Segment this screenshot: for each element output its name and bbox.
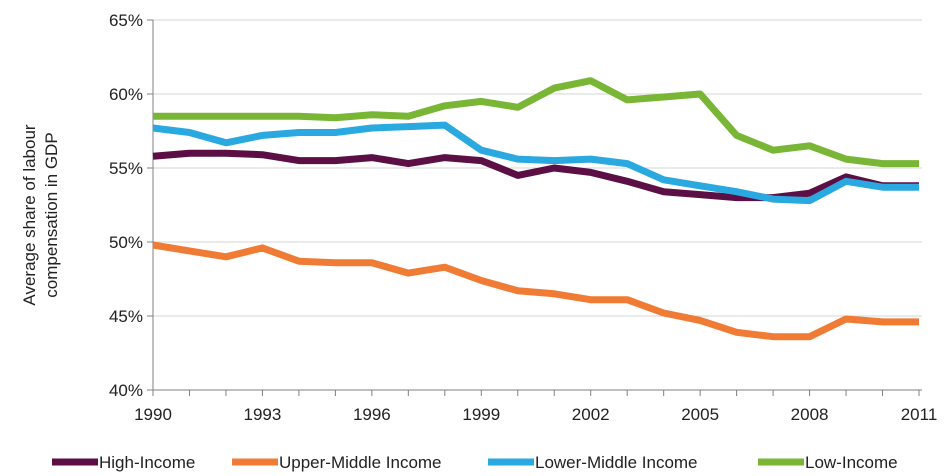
x-tick-label: 2005 — [681, 405, 719, 424]
x-tick-label: 2011 — [901, 405, 938, 424]
y-tick-labels: 40% 45% 50% 55% 60% 65% — [109, 11, 143, 400]
x-tick-label: 1990 — [134, 405, 172, 424]
x-tick-label: 1996 — [353, 405, 391, 424]
y-tick-label: 45% — [109, 307, 143, 326]
x-tick-label: 1993 — [244, 405, 282, 424]
y-axis-title: Average share of labour compensation in G… — [20, 124, 61, 305]
series-line-upper-middle-income — [152, 241, 919, 341]
x-tick-label: 1999 — [462, 405, 500, 424]
series-line-lower-middle-income — [152, 121, 919, 205]
y-tick-label: 55% — [109, 159, 143, 178]
x-tick-label: 2008 — [791, 405, 829, 424]
series-lines — [152, 77, 919, 341]
y-axis-title-line: compensation in GDP — [42, 132, 61, 297]
series-line-low-income — [153, 77, 919, 168]
axes — [147, 19, 922, 396]
x-tick-label: 2002 — [572, 405, 610, 424]
legend: High-Income Upper-Middle Income Lower-Midd… — [52, 453, 898, 472]
legend-label: Upper-Middle Income — [279, 453, 442, 472]
legend-label: High-Income — [99, 453, 195, 472]
y-tick-label: 50% — [109, 233, 143, 252]
legend-item-lower-middle-income: Lower-Middle Income — [488, 453, 698, 472]
y-tick-label: 60% — [109, 85, 143, 104]
series-line-high-income — [152, 149, 919, 202]
legend-item-upper-middle-income: Upper-Middle Income — [232, 453, 442, 472]
y-axis-title-line: Average share of labour — [20, 124, 39, 305]
legend-label: Low-Income — [805, 453, 898, 472]
y-tick-label: 65% — [109, 11, 143, 30]
legend-item-low-income: Low-Income — [758, 453, 898, 472]
legend-label: Lower-Middle Income — [535, 453, 698, 472]
y-tick-label: 40% — [109, 381, 143, 400]
x-tick-labels: 1990 1993 1996 1999 2002 2005 2008 2011 — [134, 405, 937, 424]
legend-item-high-income: High-Income — [52, 453, 195, 472]
